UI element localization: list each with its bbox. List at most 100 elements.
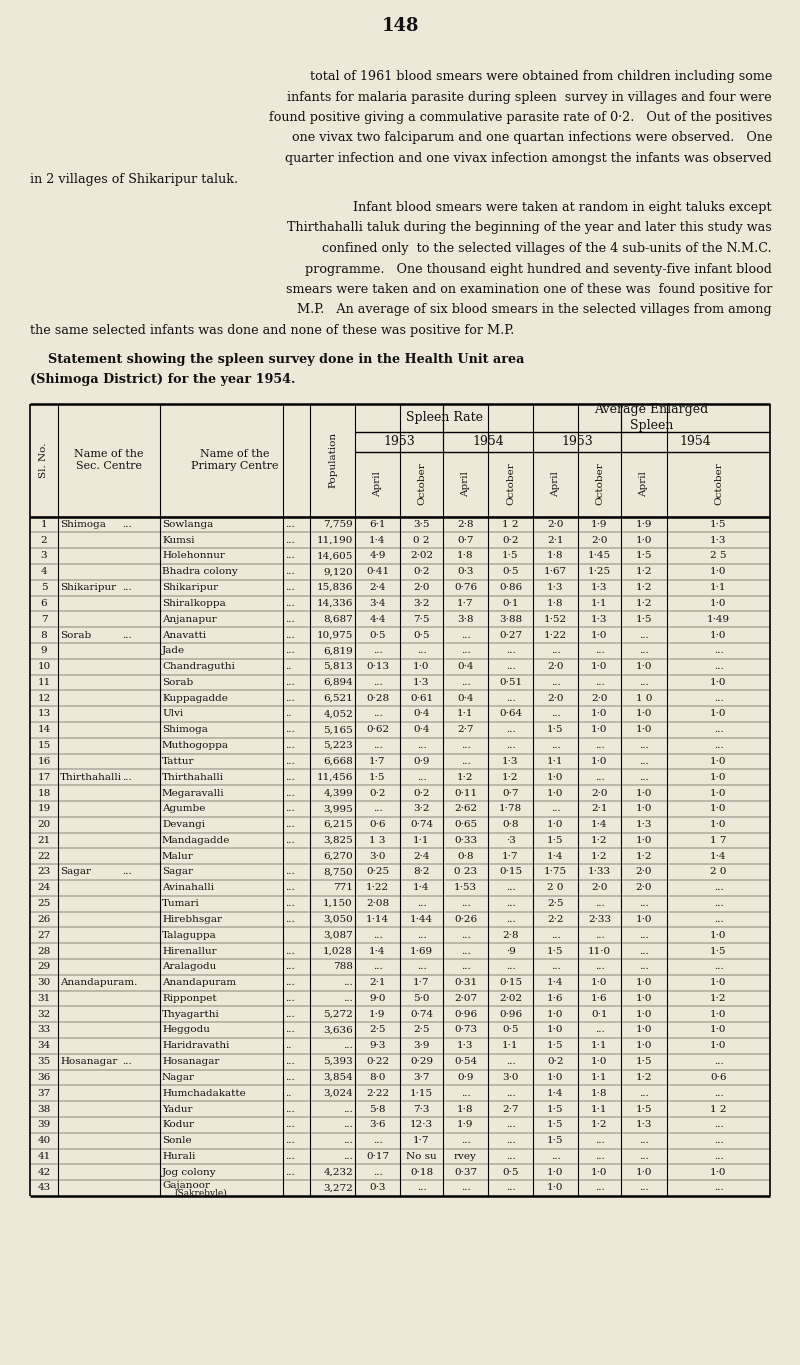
Text: ...: ...: [594, 1136, 604, 1145]
Text: 0·41: 0·41: [366, 568, 389, 576]
Text: 1·0: 1·0: [710, 773, 726, 782]
Text: Ulvi: Ulvi: [162, 710, 183, 718]
Text: 2·8: 2·8: [502, 931, 518, 939]
Text: 6,668: 6,668: [323, 758, 353, 766]
Text: 6,521: 6,521: [323, 693, 353, 703]
Text: 771: 771: [333, 883, 353, 893]
Text: 0·9: 0·9: [458, 1073, 474, 1082]
Text: Anandapuram.: Anandapuram.: [60, 979, 138, 987]
Text: Megaravalli: Megaravalli: [162, 789, 225, 797]
Text: 2·0: 2·0: [591, 883, 608, 893]
Text: 0·17: 0·17: [366, 1152, 389, 1160]
Text: ...: ...: [343, 1152, 353, 1160]
Text: 0·8: 0·8: [502, 820, 518, 829]
Text: 1·2: 1·2: [636, 568, 652, 576]
Text: ...: ...: [461, 646, 470, 655]
Text: 8,687: 8,687: [323, 614, 353, 624]
Text: ...: ...: [285, 551, 294, 561]
Text: 1·1: 1·1: [458, 710, 474, 718]
Text: 1·5: 1·5: [547, 835, 564, 845]
Text: 13: 13: [38, 710, 50, 718]
Text: ...: ...: [343, 994, 353, 1003]
Text: ...: ...: [594, 646, 604, 655]
Text: ...: ...: [122, 773, 132, 782]
Text: 2 0: 2 0: [547, 883, 564, 893]
Text: Nagar: Nagar: [162, 1073, 195, 1082]
Text: Talaguppa: Talaguppa: [162, 931, 217, 939]
Text: 3,854: 3,854: [323, 1073, 353, 1082]
Text: 1·0: 1·0: [636, 1167, 652, 1177]
Text: ...: ...: [594, 1183, 604, 1193]
Text: 2·0: 2·0: [547, 662, 564, 672]
Text: ...: ...: [461, 758, 470, 766]
Text: 1·9: 1·9: [370, 1010, 386, 1018]
Text: 0·2: 0·2: [502, 535, 518, 545]
Text: 1·5: 1·5: [547, 1136, 564, 1145]
Text: 1·2: 1·2: [458, 773, 474, 782]
Text: ...: ...: [285, 535, 294, 545]
Text: (Shimoga District) for the year 1954.: (Shimoga District) for the year 1954.: [30, 373, 295, 386]
Text: Thirthahalli: Thirthahalli: [162, 773, 224, 782]
Text: 0·1: 0·1: [591, 1010, 608, 1018]
Text: 1·2: 1·2: [636, 583, 652, 592]
Text: No su: No su: [406, 1152, 437, 1160]
Text: 9·0: 9·0: [370, 994, 386, 1003]
Text: 3·9: 3·9: [414, 1041, 430, 1050]
Text: 2·0: 2·0: [636, 883, 652, 893]
Text: 1·0: 1·0: [636, 835, 652, 845]
Text: ...: ...: [639, 741, 649, 751]
Text: 1·6: 1·6: [591, 994, 608, 1003]
Text: ..: ..: [285, 1041, 291, 1050]
Text: 0·13: 0·13: [366, 662, 389, 672]
Text: 0·2: 0·2: [414, 568, 430, 576]
Text: 1·33: 1·33: [588, 868, 611, 876]
Text: Hirenallur: Hirenallur: [162, 946, 217, 956]
Text: 0·29: 0·29: [410, 1057, 433, 1066]
Text: ...: ...: [714, 962, 723, 972]
Text: 0·37: 0·37: [454, 1167, 477, 1177]
Text: 2·4: 2·4: [370, 583, 386, 592]
Text: Shiralkoppa: Shiralkoppa: [162, 599, 226, 607]
Text: 0·64: 0·64: [499, 710, 522, 718]
Text: 4,232: 4,232: [323, 1167, 353, 1177]
Text: 39: 39: [38, 1121, 50, 1129]
Text: ...: ...: [285, 868, 294, 876]
Text: 0·28: 0·28: [366, 693, 389, 703]
Text: 1·0: 1·0: [636, 1041, 652, 1050]
Text: 1·5: 1·5: [547, 725, 564, 734]
Text: Malur: Malur: [162, 852, 194, 861]
Text: Thirthahalli: Thirthahalli: [60, 773, 122, 782]
Text: 1·8: 1·8: [458, 1104, 474, 1114]
Text: 1·6: 1·6: [547, 994, 564, 1003]
Text: 42: 42: [38, 1167, 50, 1177]
Text: 14,336: 14,336: [317, 599, 353, 607]
Text: 1·1: 1·1: [547, 758, 564, 766]
Text: ...: ...: [714, 883, 723, 893]
Text: ...: ...: [714, 1057, 723, 1066]
Text: ...: ...: [550, 931, 560, 939]
Text: Mandagadde: Mandagadde: [162, 835, 230, 845]
Text: ...: ...: [122, 868, 132, 876]
Text: 6,270: 6,270: [323, 852, 353, 861]
Text: ...: ...: [714, 1121, 723, 1129]
Text: 33: 33: [38, 1025, 50, 1035]
Text: ...: ...: [506, 883, 515, 893]
Text: Shimoga: Shimoga: [60, 520, 106, 528]
Text: 1·0: 1·0: [547, 1167, 564, 1177]
Text: 1·8: 1·8: [591, 1089, 608, 1097]
Text: Hirebhsgar: Hirebhsgar: [162, 915, 222, 924]
Text: 1·3: 1·3: [591, 614, 608, 624]
Text: 0·86: 0·86: [499, 583, 522, 592]
Text: ...: ...: [639, 1089, 649, 1097]
Text: 2·08: 2·08: [366, 900, 389, 908]
Text: 2·5: 2·5: [547, 900, 564, 908]
Text: 1·5: 1·5: [547, 1104, 564, 1114]
Text: 1·0: 1·0: [591, 662, 608, 672]
Text: 1·4: 1·4: [710, 852, 726, 861]
Text: 18: 18: [38, 789, 50, 797]
Text: ...: ...: [122, 583, 132, 592]
Text: 1·0: 1·0: [710, 931, 726, 939]
Text: ...: ...: [506, 1089, 515, 1097]
Text: Aralagodu: Aralagodu: [162, 962, 216, 972]
Text: smears were taken and on examination one of these was  found positive for: smears were taken and on examination one…: [286, 283, 772, 296]
